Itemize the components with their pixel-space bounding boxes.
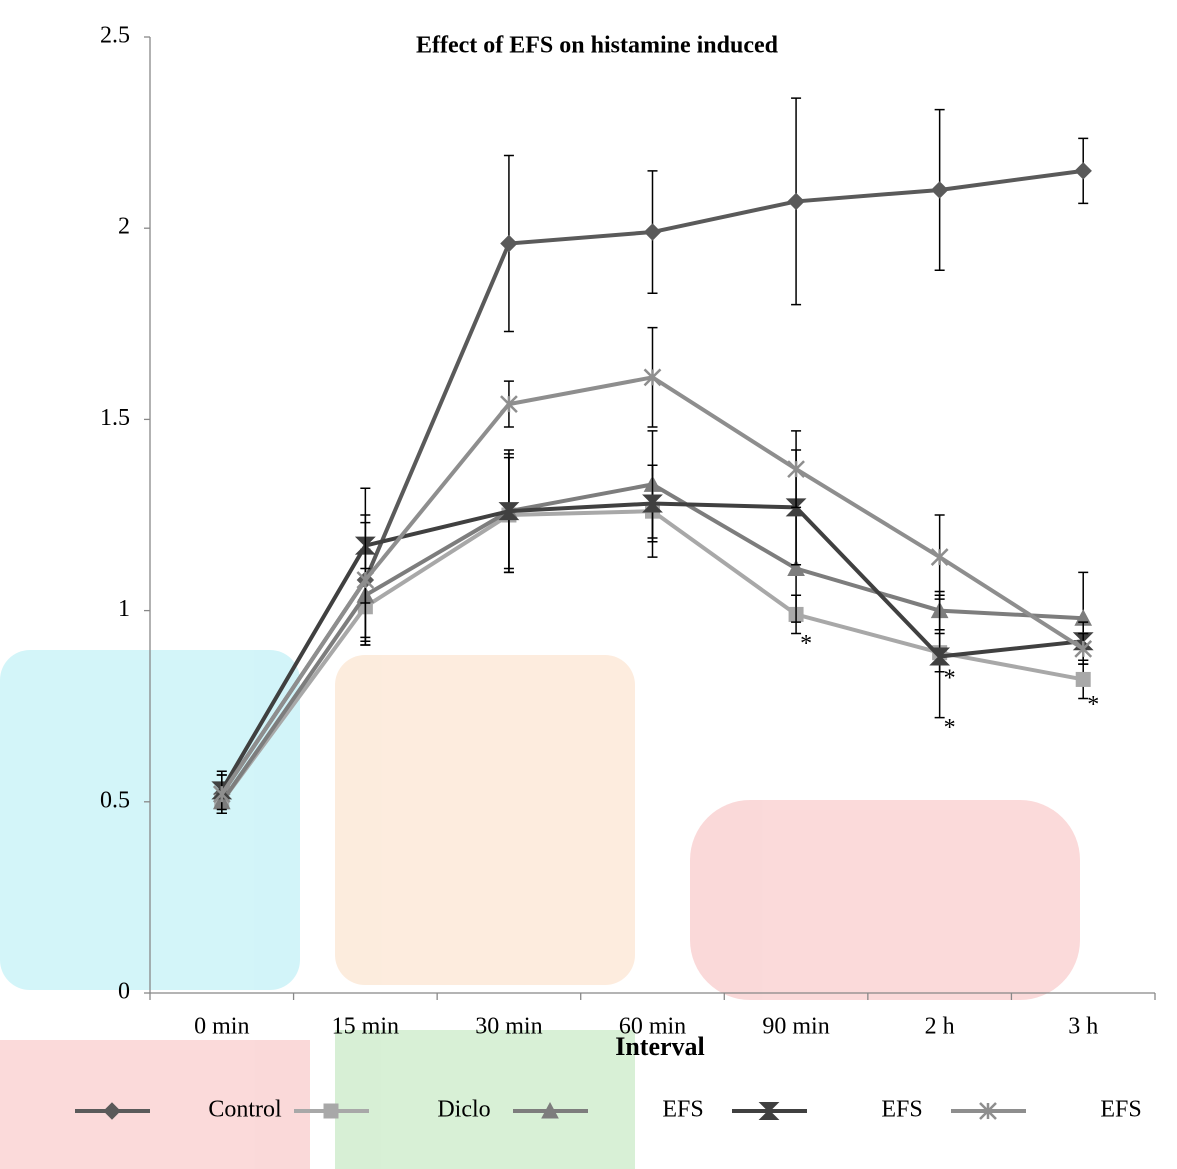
x-tick-label: 2 h	[925, 1014, 955, 1040]
watermark	[0, 650, 1080, 1169]
marker	[788, 461, 804, 477]
legend-label: EFS	[662, 1097, 703, 1123]
annotation: *	[944, 715, 956, 741]
y-tick-label: 0.5	[100, 787, 130, 813]
marker	[788, 193, 804, 209]
marker	[501, 235, 517, 251]
y-tick-label: 2.5	[100, 23, 130, 49]
legend-label: Control	[208, 1097, 282, 1123]
marker	[1076, 672, 1090, 686]
marker	[645, 224, 661, 240]
x-tick-label: 0 min	[194, 1014, 249, 1040]
legend-label: EFS	[1100, 1097, 1141, 1123]
x-tick-label: 3 h	[1068, 1014, 1098, 1040]
y-tick-label: 1	[118, 596, 130, 622]
annotation: *	[800, 631, 812, 657]
chart-title: Effect of EFS on histamine induced	[416, 33, 779, 59]
legend-label: EFS	[881, 1097, 922, 1123]
y-tick-label: 2	[118, 214, 130, 240]
chart: Effect of EFS on histamine induced Inter…	[0, 0, 1177, 1169]
marker	[1075, 163, 1091, 179]
marker	[324, 1104, 338, 1118]
annotation: *	[1087, 692, 1099, 718]
marker	[932, 549, 948, 565]
y-tick-label: 1.5	[100, 405, 130, 431]
x-tick-label: 15 min	[332, 1014, 399, 1040]
y-tick-label: 0	[118, 979, 130, 1005]
legend-label: Diclo	[437, 1097, 490, 1123]
x-tick-label: 30 min	[475, 1014, 542, 1040]
x-tick-label: 90 min	[762, 1014, 829, 1040]
x-tick-label: 60 min	[619, 1014, 686, 1040]
annotation: *	[944, 665, 956, 691]
marker	[932, 182, 948, 198]
